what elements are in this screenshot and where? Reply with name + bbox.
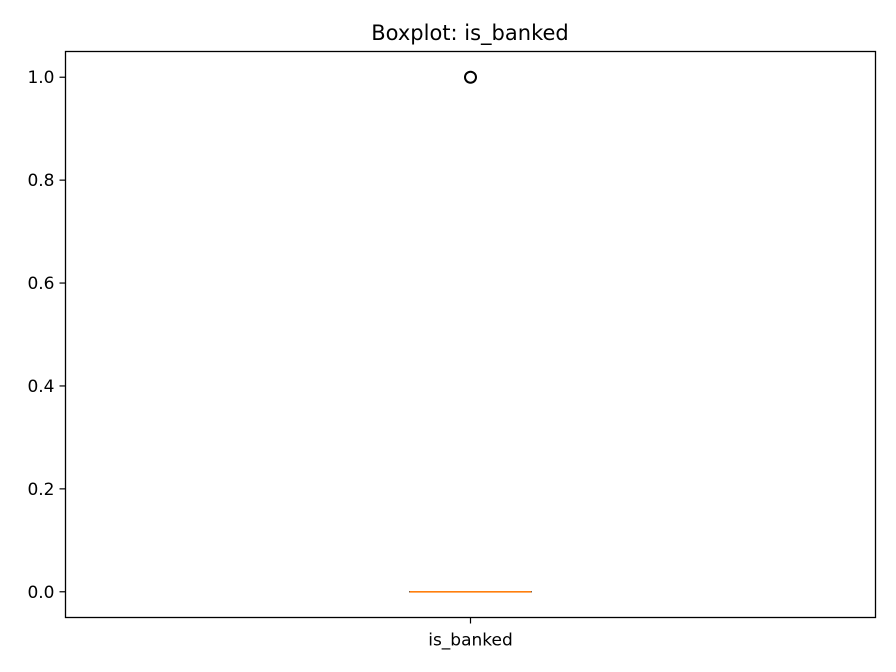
outlier-point bbox=[464, 70, 477, 84]
y-tick-label: 0.8 bbox=[27, 171, 54, 191]
y-tick-label: 0.2 bbox=[27, 480, 54, 500]
x-tick-label: is_banked bbox=[428, 631, 513, 651]
plot-frame bbox=[64, 50, 877, 619]
chart-title: Boxplot: is_banked bbox=[371, 21, 568, 46]
y-tick-label: 0.6 bbox=[27, 274, 54, 294]
y-axis: 0.0 0.2 0.4 0.6 0.8 1.0 bbox=[27, 68, 66, 603]
y-tick-label: 0.0 bbox=[27, 583, 54, 603]
y-tick-label: 0.4 bbox=[27, 377, 54, 397]
y-tick-label: 1.0 bbox=[27, 68, 54, 88]
x-axis: is_banked bbox=[428, 617, 513, 651]
plot-marks bbox=[409, 70, 532, 593]
